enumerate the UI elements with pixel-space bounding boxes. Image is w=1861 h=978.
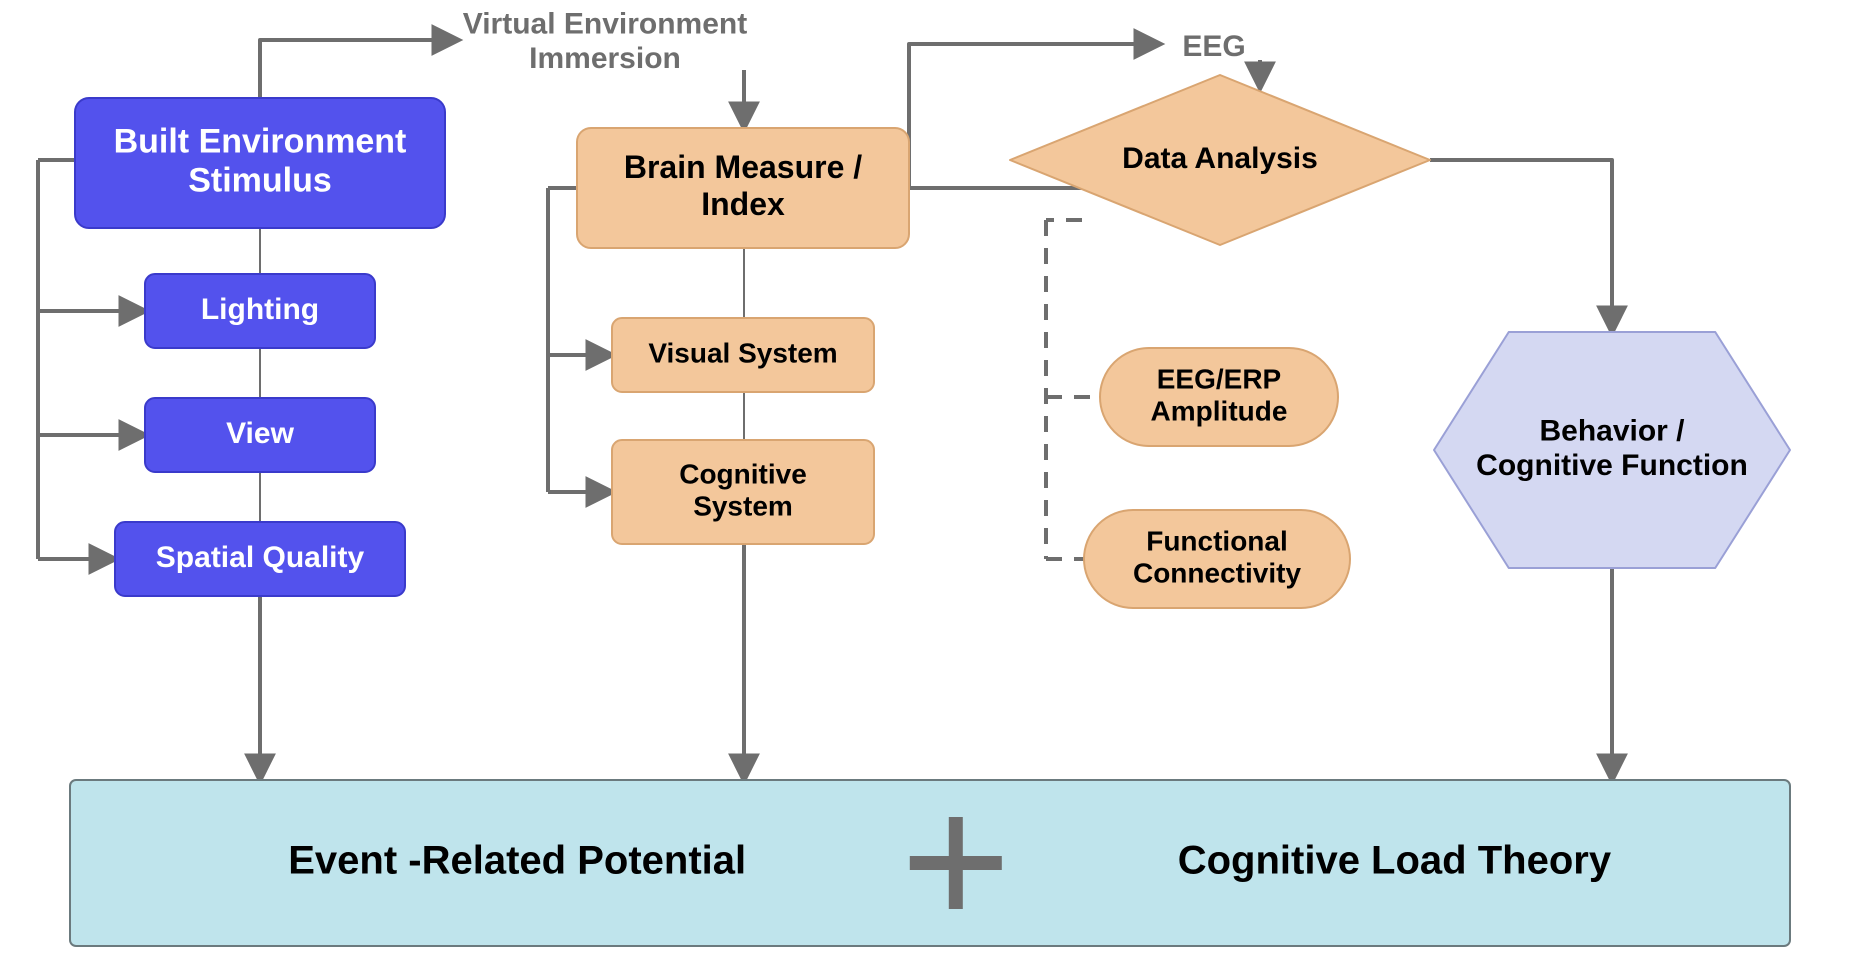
node-spatial-label: Spatial Quality: [156, 541, 365, 574]
node-lighting-label: Lighting: [201, 293, 319, 326]
edge-dataA-to-behav: [1430, 160, 1612, 332]
annot-eeg: EEG: [1182, 30, 1245, 63]
node-func-label: FunctionalConnectivity: [1133, 525, 1301, 588]
node-visual-label: Visual System: [648, 337, 837, 368]
annot-vei: Virtual EnvironmentImmersion: [463, 8, 748, 76]
node-view-label: View: [226, 417, 294, 450]
node-cog-label: CognitiveSystem: [679, 458, 807, 521]
node-dataA-label: Data Analysis: [1122, 142, 1318, 175]
node-bottom-right-label: Cognitive Load Theory: [1178, 839, 1612, 883]
nodes-layer: [70, 75, 1790, 946]
flowchart-canvas: Built EnvironmentStimulusLightingViewSpa…: [0, 0, 1861, 978]
edge-built-to-vei: [260, 40, 458, 98]
node-bottom-left-label: Event -Related Potential: [288, 839, 746, 883]
node-eegamp-label: EEG/ERPAmplitude: [1151, 363, 1288, 426]
